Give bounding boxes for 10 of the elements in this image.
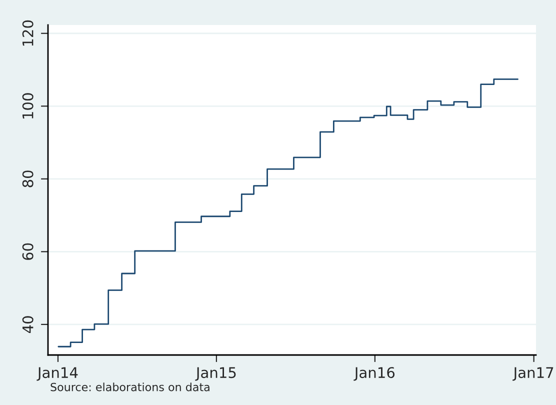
x-tick-label: Jan16	[354, 367, 395, 381]
x-tick-label: Jan14	[36, 367, 78, 381]
y-tick-label: 60	[22, 243, 34, 260]
x-tick-label: Jan17	[512, 367, 554, 381]
y-tick-label: 40	[22, 316, 34, 334]
y-tick-label: 120	[22, 20, 34, 46]
source-note: Source: elaborations on data	[50, 382, 210, 392]
y-tick-label: 100	[22, 93, 34, 118]
y-tick-label: 80	[22, 170, 34, 188]
x-tick-label: Jan15	[195, 367, 236, 381]
